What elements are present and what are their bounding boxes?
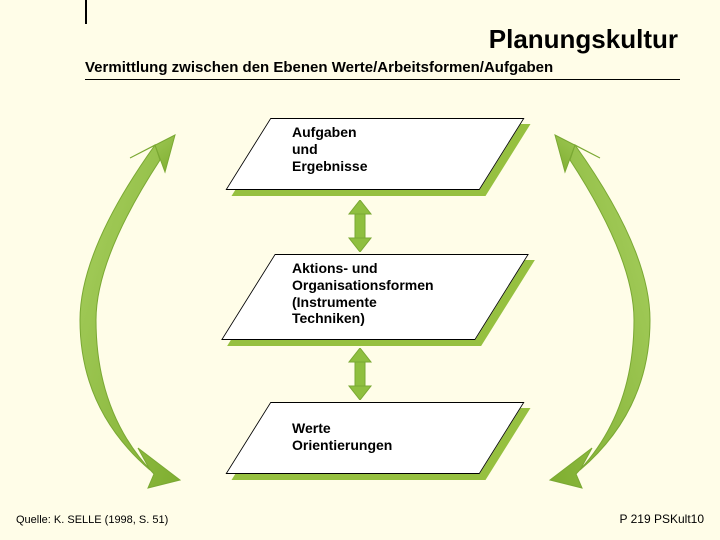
source-citation: Quelle: K. SELLE (1998, S. 51)	[16, 514, 168, 526]
header: Planungskultur Vermittlung zwischen den …	[85, 0, 720, 80]
node-label: Aufgaben und Ergebnisse	[292, 124, 367, 174]
node-werte: Werte Orientierungen	[248, 402, 508, 480]
node-label: Werte Orientierungen	[292, 420, 392, 454]
connector-arrow-2	[345, 348, 375, 400]
connector-arrow-1	[345, 200, 375, 252]
cycle-arrow-right	[530, 130, 670, 490]
node-aufgaben: Aufgaben und Ergebnisse	[248, 118, 508, 196]
page-subtitle: Vermittlung zwischen den Ebenen Werte/Ar…	[85, 55, 720, 76]
page-title: Planungskultur	[85, 24, 720, 55]
slide-code: P 219 PSKult10	[619, 512, 704, 526]
cycle-arrow-left	[60, 130, 200, 490]
node-label: Aktions- und Organisationsformen (Instru…	[292, 260, 434, 327]
node-shape	[226, 118, 525, 190]
header-rule	[85, 79, 680, 80]
node-aktions: Aktions- und Organisationsformen (Instru…	[248, 254, 508, 346]
